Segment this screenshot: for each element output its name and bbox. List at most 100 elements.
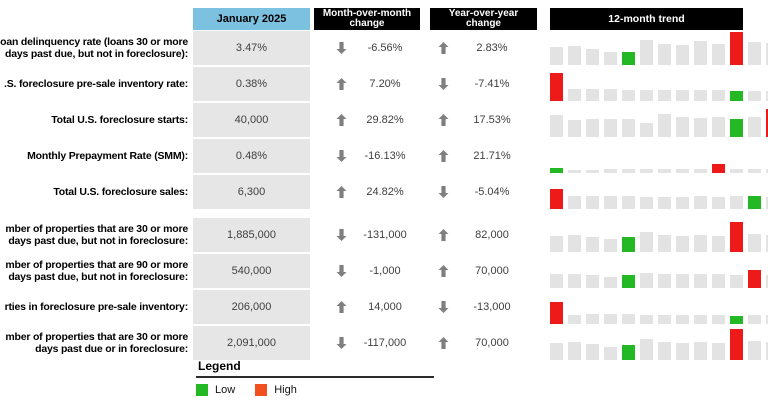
trend-bar <box>622 345 635 360</box>
trend-bar <box>604 119 617 137</box>
down-arrow-icon <box>336 265 347 277</box>
mom-change-cell: -16.13% <box>314 139 420 173</box>
trend-bar <box>658 90 671 101</box>
column-header-yoy-change: Year-over-year change <box>430 8 537 30</box>
trend-bar <box>748 341 761 360</box>
twelve-month-trend-chart <box>550 218 768 252</box>
legend: Legend Low High <box>196 359 434 396</box>
mom-change-value: 14,000 <box>368 301 402 313</box>
trend-bar <box>712 90 725 101</box>
trend-bar <box>622 237 635 252</box>
table-row: Total U.S. foreclosure sales: 6,300 24.8… <box>0 175 768 209</box>
trend-bar <box>676 315 689 324</box>
twelve-month-trend-chart <box>550 290 768 324</box>
up-arrow-icon <box>336 186 347 198</box>
trend-bar <box>748 234 761 252</box>
trend-bar <box>550 168 563 173</box>
trend-bar <box>712 44 725 65</box>
trend-bar <box>712 236 725 252</box>
column-header-mom-change: Month-over-month change <box>314 8 420 30</box>
trend-bar <box>640 315 653 324</box>
trend-bar <box>676 90 689 101</box>
yoy-change-cell: 70,000 <box>430 326 537 360</box>
current-value-cell: 2,091,000 <box>193 326 310 360</box>
trend-bar <box>766 197 768 209</box>
trend-bar <box>622 52 635 65</box>
trend-bar <box>676 45 689 65</box>
mom-change-cell: 7.20% <box>314 67 420 101</box>
trend-bar <box>658 114 671 137</box>
trend-bar <box>640 273 653 288</box>
yoy-change-cell: 82,000 <box>430 218 537 252</box>
trend-bar <box>676 117 689 137</box>
trend-bar <box>730 196 743 209</box>
trend-bar <box>730 275 743 288</box>
mom-change-value: -6.56% <box>367 42 403 54</box>
up-arrow-icon <box>336 114 347 126</box>
trend-bar <box>640 197 653 209</box>
trend-bar <box>766 91 768 101</box>
yoy-change-value: -13,000 <box>473 301 511 313</box>
trend-bar <box>640 123 653 137</box>
trend-bar <box>550 115 563 137</box>
trend-bar <box>640 232 653 252</box>
current-value-cell: 3.47% <box>193 31 310 65</box>
trend-bar <box>748 315 761 324</box>
trend-bar <box>622 196 635 209</box>
trend-bar <box>676 274 689 288</box>
row-label: Total U.S. foreclosure starts: <box>51 114 188 126</box>
trend-bar <box>748 169 761 173</box>
mom-change-value: -117,000 <box>363 337 407 349</box>
trend-bar <box>622 169 635 173</box>
down-arrow-icon <box>336 150 347 162</box>
trend-bar <box>658 44 671 65</box>
twelve-month-trend-chart <box>550 175 768 209</box>
trend-bar <box>550 47 563 65</box>
trend-bar <box>694 41 707 65</box>
trend-bar <box>604 89 617 101</box>
trend-bar <box>586 119 599 137</box>
mom-change-value: -131,000 <box>363 229 407 241</box>
trend-bar <box>730 32 743 65</box>
trend-bar <box>568 46 581 65</box>
yoy-change-cell: 2.83% <box>430 31 537 65</box>
trend-bar <box>604 196 617 209</box>
table-row: Monthly Prepayment Rate (SMM): 0.48% -16… <box>0 139 768 173</box>
column-header-trend: 12-month trend <box>550 8 743 30</box>
mom-change-cell: -1,000 <box>314 254 420 288</box>
row-label: oan delinquency rate (loans 30 or more d… <box>0 36 188 60</box>
trend-bar <box>766 315 768 324</box>
trend-bar <box>748 196 761 209</box>
twelve-month-trend-chart <box>550 254 768 288</box>
trend-bar <box>604 314 617 324</box>
legend-high-label: High <box>274 384 297 396</box>
trend-bar <box>550 236 563 252</box>
trend-bar <box>658 315 671 324</box>
trend-bar <box>712 274 725 288</box>
trend-bar <box>766 275 768 288</box>
table-row: mber of properties that are 30 or more d… <box>0 218 768 252</box>
trend-bar <box>640 169 653 173</box>
trend-bar <box>748 91 761 101</box>
trend-bar <box>550 343 563 360</box>
table-row: .S. foreclosure pre-sale inventory rate:… <box>0 67 768 101</box>
up-arrow-icon <box>438 114 449 126</box>
trend-bar <box>658 342 671 360</box>
trend-bar <box>604 169 617 173</box>
trend-bar <box>658 235 671 252</box>
twelve-month-trend-chart <box>550 103 768 137</box>
current-value-cell: 540,000 <box>193 254 310 288</box>
trend-bar <box>712 117 725 137</box>
mom-change-cell: -117,000 <box>314 326 420 360</box>
row-label: mber of properties that are 30 or more d… <box>5 331 188 355</box>
mom-change-value: -16.13% <box>364 150 406 162</box>
up-arrow-icon <box>438 229 449 241</box>
trend-bar <box>550 73 563 101</box>
down-arrow-icon <box>438 78 449 90</box>
trend-bar <box>694 342 707 360</box>
trend-bar <box>604 347 617 360</box>
trend-bar <box>676 197 689 209</box>
yoy-change-cell: -13,000 <box>430 290 537 324</box>
trend-bar <box>622 275 635 288</box>
